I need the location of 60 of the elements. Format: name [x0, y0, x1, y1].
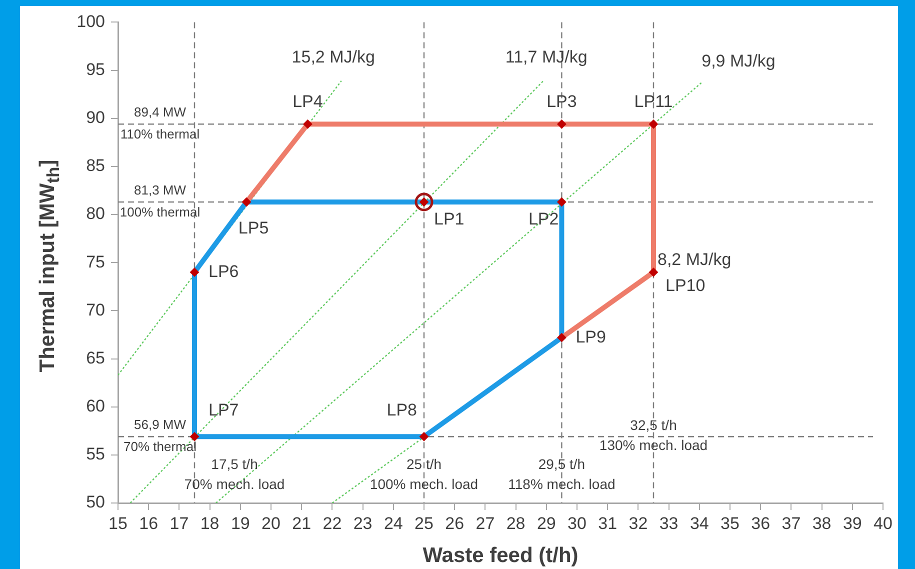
x-tick-label: 38 — [812, 514, 832, 533]
x-tick-label: 25 — [414, 514, 434, 533]
x-tick-label: 36 — [751, 514, 770, 533]
x-tick-label: 40 — [874, 514, 892, 533]
annotation: LP8 — [386, 400, 417, 420]
x-tick-label: 18 — [200, 514, 220, 533]
series-label: 9,9 MJ/kg — [702, 52, 776, 71]
annotation: LP5 — [238, 218, 269, 238]
annotation: LP11 — [634, 92, 673, 111]
y-tick-label: 65 — [86, 348, 105, 368]
x-tick-label: 32 — [628, 514, 648, 533]
ref-line-label: 25 t/h 100% mech. load — [370, 456, 478, 492]
ref-line-label: 81,3 MW 100% thermal — [120, 182, 200, 220]
y-tick-label: 55 — [86, 444, 105, 464]
series-label: 11,7 MJ/kg — [505, 48, 588, 67]
annotation: LP3 — [546, 92, 577, 111]
x-tick-label: 24 — [384, 514, 403, 533]
annotation: LP9 — [576, 327, 606, 346]
y-tick-label: 75 — [86, 252, 105, 272]
ref-line-label: 89,4 MW 110% thermal — [120, 104, 200, 142]
x-tick-label: 27 — [476, 514, 495, 533]
x-tick-label: 19 — [230, 514, 250, 533]
x-tick-label: 23 — [353, 514, 372, 533]
annotation: LP2 — [528, 210, 559, 229]
y-tick-label: 100 — [76, 12, 105, 31]
y-tick-label: 80 — [86, 204, 105, 224]
x-tick-label: 31 — [598, 514, 618, 533]
y-tick-label: 50 — [86, 492, 105, 512]
y-tick-label: 85 — [86, 156, 105, 176]
annotation: LP6 — [208, 262, 239, 281]
ref-line-label: 17,5 t/h 70% mech. load — [184, 456, 285, 492]
x-tick-label: 15 — [108, 514, 128, 533]
series-label: 8,2 MJ/kg — [658, 250, 732, 269]
annotation: LP4 — [292, 92, 323, 111]
x-tick-label: 29 — [536, 514, 556, 533]
ref-line-label: 56,9 MW 70% thermal — [124, 417, 197, 454]
x-tick-label: 34 — [690, 514, 709, 533]
x-tick-label: 37 — [782, 514, 801, 533]
ref-line-label: 29,5 t/h 118% mech. load — [508, 456, 616, 492]
x-tick-label: 21 — [292, 514, 312, 533]
x-tick-label: 22 — [322, 514, 342, 533]
x-tick-label: 16 — [139, 514, 158, 533]
x-tick-label: 33 — [659, 514, 678, 533]
x-tick-label: 35 — [720, 514, 740, 533]
annotation: LP7 — [208, 400, 239, 420]
y-tick-label: 95 — [86, 60, 105, 79]
x-tick-label: 17 — [170, 514, 189, 533]
x-axis-title: Waste feed (t/h) — [422, 544, 578, 568]
annotation: LP10 — [666, 276, 706, 295]
x-tick-label: 28 — [506, 514, 526, 533]
y-tick-label: 70 — [86, 300, 105, 320]
y-tick-label: 60 — [86, 396, 105, 416]
y-tick-label: 90 — [86, 108, 105, 128]
x-tick-label: 30 — [568, 514, 586, 533]
annotation: LP1 — [434, 210, 464, 229]
ref-line-label: 32,5 t/h 130% mech. load — [599, 416, 708, 453]
x-tick-label: 26 — [445, 514, 464, 533]
x-tick-label: 39 — [842, 514, 862, 533]
series-label: 15,2 MJ/kg — [292, 48, 375, 67]
x-tick-label: 20 — [262, 514, 280, 533]
